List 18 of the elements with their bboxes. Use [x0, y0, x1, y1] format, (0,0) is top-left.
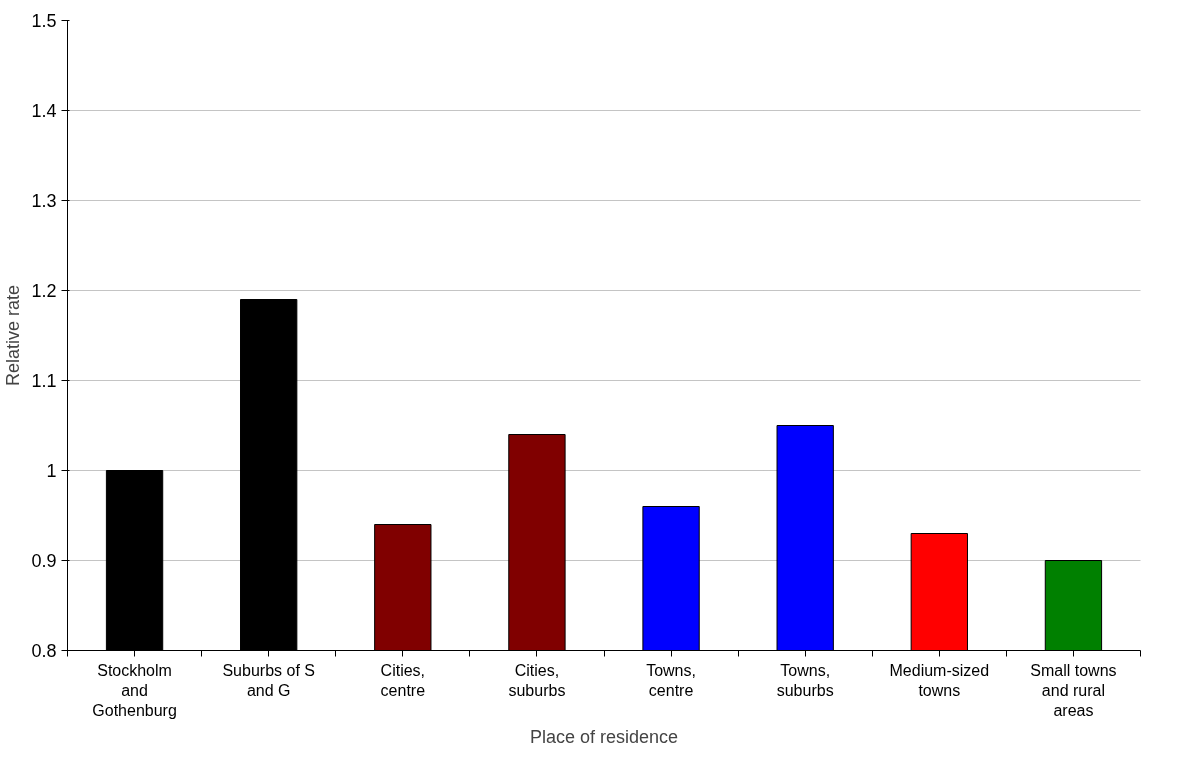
x-tick-label: Towns, suburbs — [776, 661, 834, 699]
y-tick-label: 0.8 — [31, 641, 57, 661]
y-tick-label: 1.5 — [31, 11, 57, 31]
x-tick-label: Cities, centre — [380, 661, 426, 699]
y-tick-label: 1.2 — [31, 281, 57, 301]
y-tick-label: 1.4 — [31, 101, 57, 121]
x-axis-title: Place of residence — [529, 727, 679, 748]
x-tick-label: Medium-sized towns — [889, 661, 990, 699]
y-tick-label: 1 — [46, 461, 57, 481]
y-tick-label: 1.1 — [31, 371, 57, 391]
y-tick-label: 0.9 — [31, 551, 57, 571]
x-tick-label: Cities, suburbs — [508, 661, 566, 699]
x-tick-label: Small towns and rural areas — [1030, 661, 1117, 720]
x-tick-label: Suburbs of S and G — [222, 661, 315, 699]
x-tick-label: Towns, centre — [646, 661, 696, 699]
y-tick-label: 1.3 — [31, 191, 57, 211]
x-tick-label: Stockholm and Gothenburg — [92, 661, 177, 720]
y-axis-title: Relative rate — [3, 284, 24, 387]
